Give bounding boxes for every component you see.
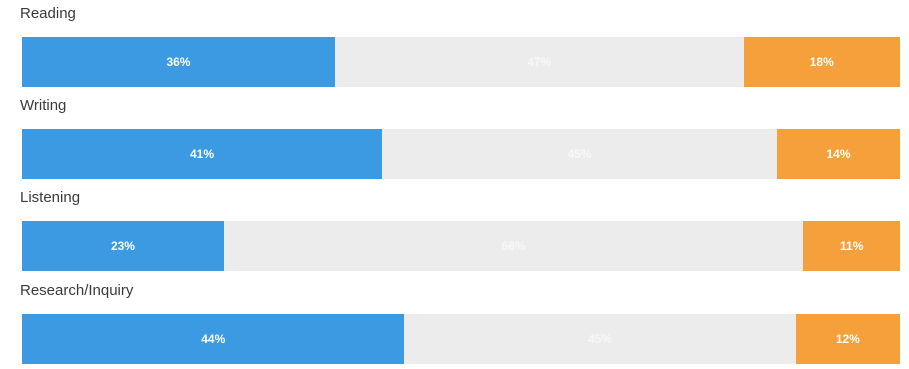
- stacked-bar: 44% 45% 12%: [22, 314, 900, 364]
- neutral-segment: 66%: [223, 221, 804, 271]
- agree-segment: 41%: [22, 129, 382, 179]
- data-label: 11%: [840, 239, 864, 253]
- data-label: 14%: [826, 147, 851, 161]
- data-label: 18%: [809, 55, 834, 69]
- data-label: 12%: [835, 332, 860, 346]
- category-label: Listening: [20, 189, 81, 206]
- agree-segment: 44%: [22, 314, 405, 364]
- stacked-bar: 23% 66% 11%: [22, 221, 900, 271]
- data-label: 66%: [501, 239, 526, 253]
- category-label: Research/Inquiry: [20, 282, 134, 299]
- stacked-bar: 41% 45% 14%: [22, 129, 900, 179]
- data-label: 23%: [110, 239, 135, 253]
- stacked-bar: 36% 47% 18%: [22, 37, 900, 87]
- data-label: 45%: [588, 332, 613, 346]
- neutral-segment: 45%: [404, 314, 796, 364]
- data-label: 44%: [201, 332, 226, 346]
- data-label: 36%: [166, 55, 191, 69]
- disagree-segment: 18%: [743, 37, 900, 87]
- data-label: 45%: [567, 147, 592, 161]
- data-label: 47%: [527, 55, 552, 69]
- disagree-segment: 14%: [777, 129, 900, 179]
- neutral-segment: 45%: [381, 129, 778, 179]
- category-label: Reading: [20, 5, 76, 22]
- category-label: Writing: [20, 97, 67, 114]
- data-label: 41%: [189, 147, 214, 161]
- disagree-segment: 11%: [803, 221, 900, 271]
- agree-segment: 36%: [22, 37, 335, 87]
- disagree-segment: 12%: [795, 314, 900, 364]
- neutral-segment: 47%: [334, 37, 744, 87]
- agree-segment: 23%: [22, 221, 224, 271]
